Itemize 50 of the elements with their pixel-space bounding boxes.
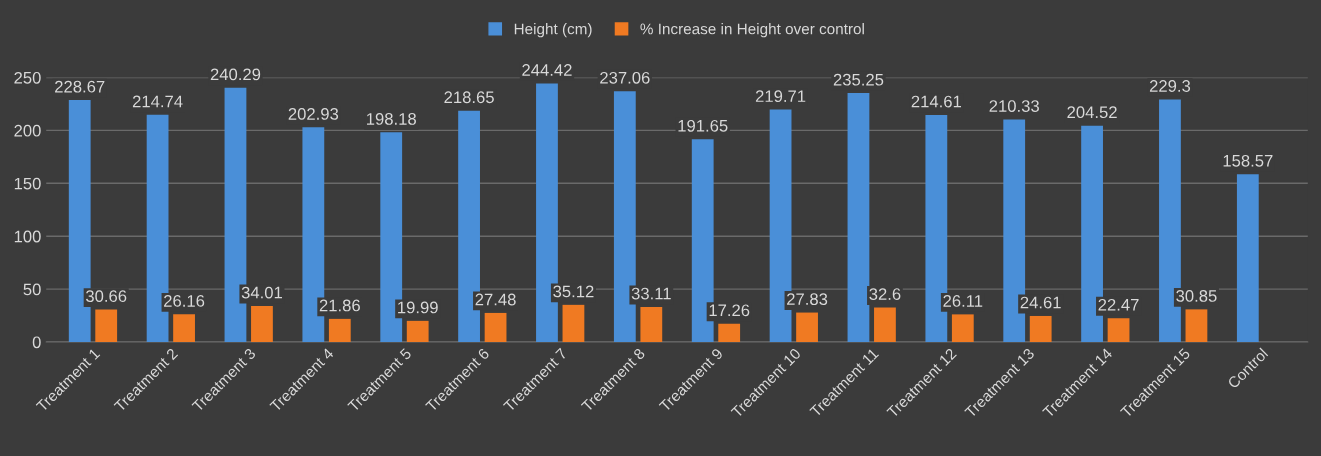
data-label: 235.25 <box>833 73 884 86</box>
bar <box>951 314 974 342</box>
bar <box>484 312 507 342</box>
bar <box>796 312 818 342</box>
y-tick-label: 50 <box>23 283 41 296</box>
data-label: 210.33 <box>989 100 1039 112</box>
bar <box>406 320 429 342</box>
legend-label: Height (cm) <box>514 23 592 38</box>
data-label: 228.67 <box>55 80 105 93</box>
data-label: 17.26 <box>709 304 750 317</box>
bar <box>1236 174 1259 342</box>
bar <box>173 314 195 342</box>
data-label: 240.29 <box>210 68 261 81</box>
data-label: 34.01 <box>241 286 282 299</box>
bar <box>1029 315 1052 342</box>
data-label: 214.74 <box>132 95 183 108</box>
y-tick-label: 200 <box>14 124 41 137</box>
data-label: 24.61 <box>1020 296 1061 309</box>
legend-label: % Increase in Height over control <box>640 23 864 38</box>
data-label: 22.47 <box>1098 298 1139 311</box>
y-tick-label: 100 <box>14 230 41 243</box>
data-label: 27.48 <box>475 293 516 306</box>
data-label: 219.71 <box>755 90 806 103</box>
y-tick-label: 150 <box>14 177 41 190</box>
data-label: 244.42 <box>522 64 572 76</box>
data-label: 32.6 <box>869 288 901 300</box>
bar <box>718 323 741 342</box>
data-label: 198.18 <box>367 113 416 125</box>
data-label: 33.11 <box>631 287 671 300</box>
y-tick-label: 250 <box>14 71 41 84</box>
bar <box>1107 318 1130 342</box>
data-label: 30.85 <box>1176 290 1217 302</box>
data-label: 229.3 <box>1149 80 1191 92</box>
y-tick-label: 0 <box>32 336 41 349</box>
bar <box>328 318 351 342</box>
bar <box>847 93 870 342</box>
data-label: 158.57 <box>1223 154 1273 167</box>
data-label: 21.86 <box>319 299 360 312</box>
data-label: 202.93 <box>288 107 339 120</box>
data-label: 30.66 <box>85 290 127 303</box>
data-label: 191.65 <box>678 119 728 132</box>
data-label: 19.99 <box>398 301 438 314</box>
data-label: 27.83 <box>787 293 828 306</box>
data-label: 204.52 <box>1067 106 1117 119</box>
data-label: 26.11 <box>943 295 983 307</box>
data-label: 237.06 <box>600 71 650 84</box>
data-label: 26.16 <box>164 295 205 307</box>
data-label: 218.65 <box>444 91 494 104</box>
data-label: 214.61 <box>911 95 962 108</box>
data-label: 35.12 <box>553 285 594 298</box>
